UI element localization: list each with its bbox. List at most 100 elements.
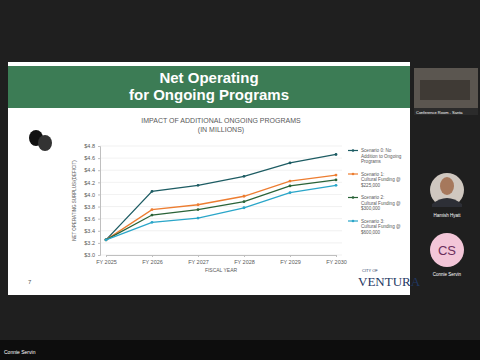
background [0, 0, 480, 360]
y-tick-mark [98, 194, 100, 195]
participant-name: Connie Servin [433, 272, 462, 277]
y-tick-label: $3.0 [84, 252, 95, 258]
screen: Net Operatingfor Ongoing Programs7CITY O… [0, 0, 480, 360]
y-tick-label: $4.0 [84, 192, 95, 198]
series-point [289, 162, 292, 165]
slide [8, 62, 410, 295]
y-tick: $4.6 [84, 155, 100, 161]
grid-line [100, 230, 342, 231]
grid-line [100, 194, 342, 195]
legend: Scenario 0: NoAddition to OngoingProgram… [348, 148, 402, 235]
avatar-initials-bg [430, 233, 464, 267]
y-tick-mark [98, 158, 100, 159]
y-tick-label: $3.6 [84, 216, 95, 222]
logo: VENTURA [358, 274, 421, 289]
x-tick-label: FY 2028 [234, 259, 255, 265]
y-tick-label: $3.8 [84, 204, 95, 210]
y-tick-mark [98, 255, 100, 256]
series-point [243, 175, 246, 178]
series-point [151, 214, 154, 217]
x-tick: FY 2029 [280, 255, 301, 265]
series-point [289, 180, 292, 183]
y-tick-mark [98, 170, 100, 171]
slide-title-line: for Ongoing Programs [129, 86, 289, 103]
slide-header [8, 66, 410, 108]
x-tick-mark [290, 255, 291, 257]
x-tick-mark [152, 255, 153, 257]
x-tick: FY 2028 [234, 255, 255, 265]
logo-small: CITY OF [362, 268, 378, 273]
x-tick-label: FY 2027 [188, 259, 209, 265]
chart-title: IMPACT OF ADDITIONAL ONGOING PROGRAMS(IN… [141, 117, 301, 134]
x-tick: FY 2025 [96, 255, 117, 265]
y-axis-title: NET OPERATING SURPLUS/(DEFICIT) [72, 160, 77, 241]
avatar-initials: CS [438, 243, 456, 258]
x-tick-mark [336, 255, 337, 257]
x-tick-mark [244, 255, 245, 257]
slide-number: 7 [28, 279, 32, 285]
legend-swatch [348, 173, 358, 174]
legend-label: Scenario 2:Cultural Funding @$300,000 [361, 195, 401, 211]
series-point [243, 206, 246, 209]
legend-label: Scenario 1:Cultural Funding @$225,000 [361, 172, 401, 188]
speaker-name: Connie Servin [4, 349, 36, 355]
grid [100, 146, 342, 255]
series-line [106, 154, 336, 239]
x-tick-label: FY 2025 [96, 259, 117, 265]
room-label: Conference Room - Santa [416, 110, 463, 115]
y-tick-label: $4.4 [84, 167, 95, 173]
y-tick-label: $3.2 [84, 240, 95, 246]
bottom-bar [0, 340, 480, 360]
y-tick: $4.0 [84, 192, 100, 198]
series-point [151, 208, 154, 211]
series-line [106, 180, 336, 240]
room-video-detail [420, 80, 470, 100]
x-axis-title: FISCAL YEAR [205, 267, 238, 273]
x-tick-label: FY 2026 [142, 259, 163, 265]
avatar-face [440, 177, 454, 195]
x-tick-label: FY 2030 [326, 259, 347, 265]
x-tick-mark [198, 255, 199, 257]
series-line [106, 175, 336, 240]
y-tick-mark [98, 243, 100, 244]
y-tick: $4.4 [84, 167, 100, 173]
x-tick-mark [106, 255, 107, 257]
y-axis-line [98, 147, 101, 256]
participant-name: Hamish Hyatt [433, 213, 461, 218]
room-video [414, 68, 478, 108]
x-tick: FY 2026 [142, 255, 163, 265]
y-tick-mark [98, 207, 100, 208]
y-tick: $4.2 [84, 180, 100, 186]
legend-swatch [348, 220, 358, 221]
y-tick-mark [98, 182, 100, 183]
y-tick-label: $4.2 [84, 180, 95, 186]
x-tick-label: FY 2029 [280, 259, 301, 265]
avatar-photo [430, 173, 464, 207]
series-point [335, 179, 338, 182]
masks-icon [29, 130, 52, 151]
grid-line [100, 158, 342, 159]
x-axis-line [107, 256, 337, 258]
series-point [289, 191, 292, 194]
x-tick: FY 2030 [326, 255, 347, 265]
series-point [197, 203, 200, 206]
series-point [151, 190, 154, 193]
series-point [197, 184, 200, 187]
legend-swatch [348, 197, 358, 198]
y-tick: $3.8 [84, 204, 100, 210]
series-point [197, 208, 200, 211]
avatar-body [432, 198, 462, 207]
grid-line [100, 242, 342, 243]
y-tick: $4.8 [84, 143, 100, 149]
legend-swatch [348, 150, 358, 151]
y-tick: $3.4 [84, 228, 100, 234]
series-point [151, 221, 154, 224]
legend-marker [352, 220, 355, 223]
series-line [106, 185, 336, 240]
series-point [105, 238, 108, 241]
grid-line [100, 218, 342, 219]
y-tick-mark [98, 146, 100, 147]
series-point [243, 195, 246, 198]
grid-line [100, 146, 342, 147]
legend-label: Scenario 0: NoAddition to OngoingProgram… [361, 148, 402, 164]
